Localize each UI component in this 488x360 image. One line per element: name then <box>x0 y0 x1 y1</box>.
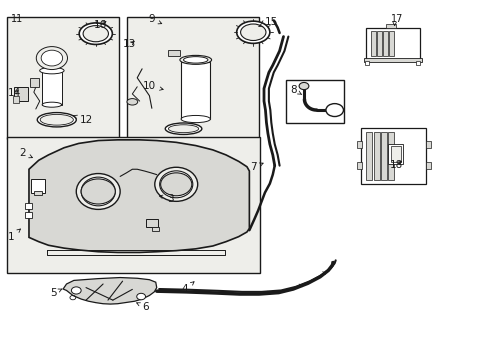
Ellipse shape <box>240 24 265 41</box>
Text: 10: 10 <box>142 81 163 91</box>
Text: 6: 6 <box>136 302 149 312</box>
Bar <box>356 140 361 148</box>
Ellipse shape <box>180 55 211 64</box>
Bar <box>373 132 379 180</box>
Text: 11: 11 <box>11 14 23 24</box>
Bar <box>425 162 430 169</box>
Ellipse shape <box>236 21 269 43</box>
Ellipse shape <box>83 26 108 42</box>
Bar <box>25 203 32 209</box>
Bar <box>181 62 210 119</box>
Polygon shape <box>29 140 249 252</box>
Bar <box>356 162 361 169</box>
Text: 12: 12 <box>74 115 92 125</box>
Bar <box>13 96 19 103</box>
Bar <box>127 17 259 139</box>
Bar <box>167 50 180 56</box>
Ellipse shape <box>79 23 112 44</box>
Ellipse shape <box>76 174 120 210</box>
Bar <box>25 212 32 218</box>
Ellipse shape <box>37 113 76 127</box>
Text: 18: 18 <box>389 160 403 170</box>
Text: 16: 16 <box>94 20 107 30</box>
Bar <box>382 31 387 56</box>
Circle shape <box>81 179 115 204</box>
Text: 14: 14 <box>8 88 21 98</box>
Text: 5: 5 <box>50 288 62 298</box>
Bar <box>363 58 422 62</box>
Ellipse shape <box>40 67 64 74</box>
Text: 17: 17 <box>390 14 402 24</box>
Circle shape <box>137 293 145 300</box>
Text: 2: 2 <box>20 148 32 158</box>
Text: 1: 1 <box>8 229 20 242</box>
Text: 13: 13 <box>123 40 136 49</box>
Bar <box>365 61 368 65</box>
Ellipse shape <box>81 177 115 206</box>
Bar <box>387 132 393 180</box>
Text: 9: 9 <box>148 14 162 24</box>
Bar <box>388 31 393 56</box>
Bar <box>370 31 375 56</box>
Ellipse shape <box>168 125 198 133</box>
Bar <box>6 17 119 139</box>
Ellipse shape <box>40 114 73 125</box>
Bar <box>380 132 386 180</box>
Text: 15: 15 <box>258 17 277 27</box>
Bar <box>34 191 41 195</box>
Ellipse shape <box>42 102 61 107</box>
Ellipse shape <box>127 99 138 105</box>
Ellipse shape <box>181 116 210 123</box>
Bar <box>360 128 426 184</box>
Ellipse shape <box>165 123 202 134</box>
Bar <box>415 61 419 65</box>
Text: 7: 7 <box>249 162 263 172</box>
Circle shape <box>41 50 62 66</box>
Bar <box>385 24 395 28</box>
Bar <box>14 87 28 101</box>
Bar <box>366 28 419 60</box>
Bar <box>285 80 344 123</box>
Text: 4: 4 <box>182 282 194 294</box>
Circle shape <box>299 82 308 90</box>
Bar <box>31 179 44 193</box>
Bar <box>425 140 430 148</box>
Ellipse shape <box>159 171 192 198</box>
Bar <box>42 72 61 105</box>
Bar <box>6 137 260 273</box>
Bar <box>376 31 381 56</box>
Circle shape <box>160 173 191 196</box>
Circle shape <box>325 104 343 117</box>
Bar <box>30 78 39 87</box>
Circle shape <box>71 287 81 294</box>
Text: 3: 3 <box>159 194 173 204</box>
Text: 8: 8 <box>289 85 301 95</box>
Bar <box>366 132 371 180</box>
Ellipse shape <box>155 167 197 201</box>
Bar <box>146 220 158 227</box>
Polygon shape <box>63 278 157 304</box>
Circle shape <box>36 46 67 69</box>
Bar <box>387 144 402 164</box>
Bar <box>152 226 159 231</box>
Bar <box>390 146 400 162</box>
Ellipse shape <box>183 57 207 63</box>
